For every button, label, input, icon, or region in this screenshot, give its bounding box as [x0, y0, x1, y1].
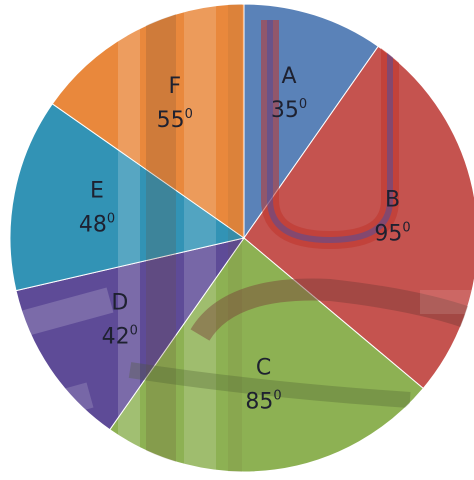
slice-value-d: 420 [102, 324, 138, 350]
pie-slice-e [9, 103, 246, 292]
slice-value-a: 350 [271, 97, 307, 123]
slice-label-d: D [111, 291, 128, 316]
slice-value-c: 850 [245, 389, 281, 415]
slice-label-a: A [281, 64, 296, 89]
pie-slice-c [109, 237, 424, 473]
pie-slice-f [51, 3, 245, 239]
slice-value-b: 950 [374, 221, 410, 247]
slice-label-f: F [168, 74, 181, 99]
slice-value-f: 550 [157, 107, 193, 133]
pie-slice-b [243, 45, 474, 390]
slice-label-c: C [256, 356, 271, 381]
slice-value-e: 480 [79, 211, 115, 237]
slice-label-e: E [90, 178, 104, 203]
slice-label-b: B [385, 188, 400, 213]
pie-slice-d [15, 237, 246, 431]
